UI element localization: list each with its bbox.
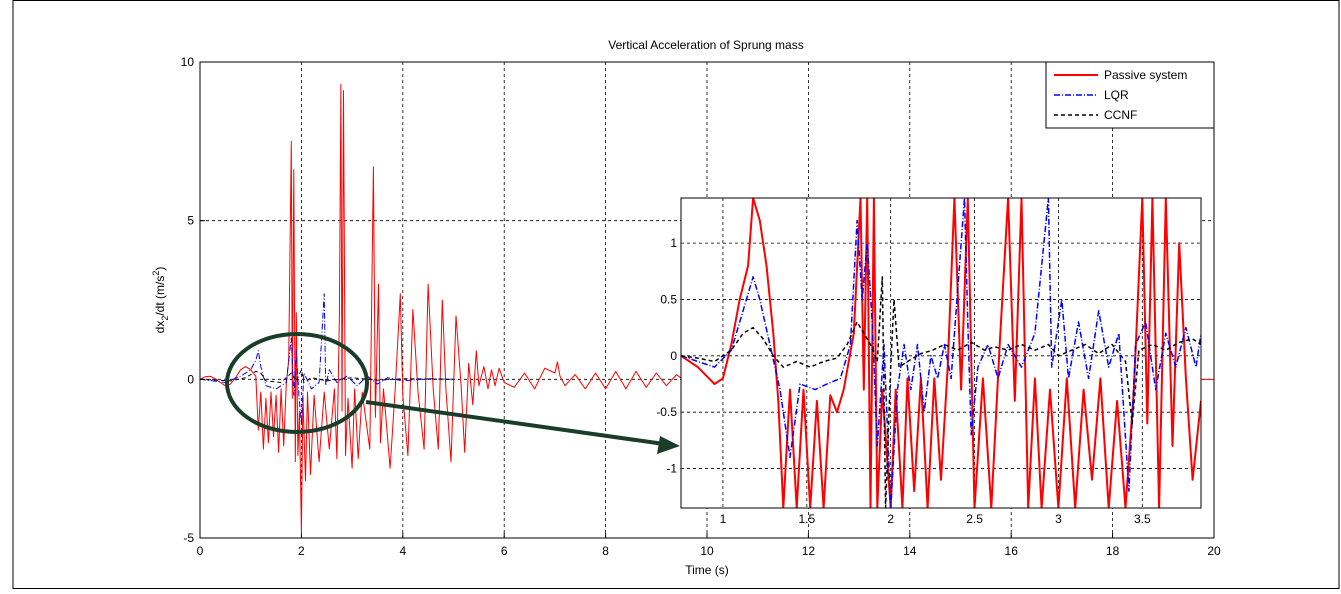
x-tick-label: 16: [1005, 544, 1019, 558]
x-tick-label: 12: [802, 544, 816, 558]
zoom-ellipse: [225, 332, 369, 434]
y-tick-label: -5: [183, 531, 194, 545]
chart-title: Vertical Acceleration of Sprung mass: [608, 38, 803, 52]
y-axis-label: dx2/dt (m/s2): [151, 267, 170, 334]
x-tick-label: 2: [298, 544, 305, 558]
legend-label-ccnf: CCNF: [1104, 108, 1137, 122]
y-tick-label: 0: [187, 372, 194, 386]
inset-x-tick-label: 1.5: [798, 512, 815, 526]
x-tick-label: 14: [903, 544, 917, 558]
zoom-arrow: [365, 400, 665, 446]
x-tick-label: 8: [602, 544, 609, 558]
inset-plot-area: [681, 198, 1201, 508]
y-axis-label-sup: 2: [151, 271, 161, 276]
inset-series-line-lqr: [681, 198, 1201, 508]
inset-x-tick-label: 1: [720, 512, 727, 526]
x-tick-label: 4: [399, 544, 406, 558]
y-tick-label: 5: [187, 214, 194, 228]
inset-y-tick-label: -0.5: [656, 405, 677, 419]
inset-y-tick-label: -1: [666, 462, 677, 476]
x-tick-label: 0: [197, 544, 204, 558]
series-line-lqr: [200, 293, 454, 425]
inset-x-tick-label: 2.5: [966, 512, 983, 526]
zoom-arrow-head: [657, 436, 680, 454]
y-tick-label: 10: [181, 55, 195, 69]
inset-y-tick-label: 1: [670, 236, 677, 250]
inset-y-tick-label: 0: [670, 349, 677, 363]
inset-y-tick-label: 0.5: [660, 292, 677, 306]
legend: Passive system LQR CCNF: [1045, 61, 1215, 129]
x-axis-label: Time (s): [685, 563, 729, 577]
inset-x-ticks: 1 1.5 2 2.5 3 3.5: [720, 512, 1151, 526]
inset-y-ticks: -1 -0.5 0 0.5 1: [656, 236, 677, 475]
y-axis-label-mid: /dt (m/s: [153, 276, 167, 316]
x-tick-label: 10: [700, 544, 714, 558]
x-ticks: 0 2 4 6 8 10 12 14 16 18 20: [197, 533, 1221, 558]
x-tick-label: 20: [1207, 544, 1221, 558]
inset-x-tick-label: 3.5: [1134, 512, 1151, 526]
inset-x-tick-label: 2: [887, 512, 894, 526]
inset-series-line-ccnf: [681, 276, 1201, 508]
y-axis-label-sub: 2: [160, 316, 170, 321]
legend-label-passive: Passive system: [1104, 68, 1187, 82]
inset-frame: [680, 197, 1202, 509]
inset-series-lines: [681, 198, 1201, 508]
x-tick-label: 18: [1106, 544, 1120, 558]
x-tick-label: 6: [501, 544, 508, 558]
inset-series-line-passive-system: [681, 198, 1201, 508]
legend-label-lqr: LQR: [1104, 88, 1129, 102]
y-ticks: -5 0 5 10: [181, 55, 205, 545]
inset-x-tick-label: 3: [1055, 512, 1062, 526]
y-axis-label-pre: dx: [153, 321, 167, 334]
y-axis-label-post: ): [153, 267, 167, 271]
